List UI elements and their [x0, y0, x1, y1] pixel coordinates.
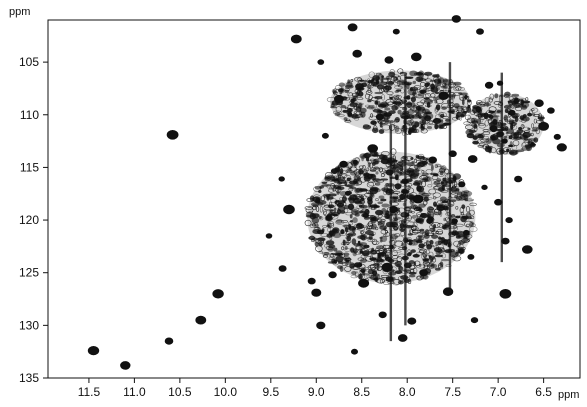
peak-point: [352, 49, 363, 58]
peak-point: [547, 107, 555, 114]
peak-point: [212, 289, 224, 299]
peak-point: [317, 59, 325, 65]
x-tick-label: 7.0: [490, 385, 507, 399]
peak-point: [265, 233, 273, 239]
peak-point: [290, 34, 302, 44]
peak-point: [514, 175, 523, 183]
x-axis: 11.5 11.0 10.5 10.0 9.5 9.0 8.5 8.0 7.5 7.0 6.5: [78, 378, 552, 399]
peak-point: [467, 155, 478, 163]
peak-point: [501, 237, 510, 245]
peak-point: [470, 317, 479, 324]
peak-point: [419, 269, 429, 277]
peak-point: [392, 28, 400, 35]
x-tick-label: 6.5: [535, 385, 552, 399]
peak-point: [451, 15, 461, 23]
peak-point: [458, 181, 466, 188]
peak-point: [410, 52, 422, 62]
peak-point: [166, 130, 179, 140]
dense-peak-regions: [304, 68, 545, 286]
peak-point: [195, 315, 207, 325]
peak-point: [384, 56, 394, 64]
y-axis-unit-label: ppm: [9, 6, 30, 18]
plot-frame: [47, 19, 581, 379]
peak-point: [311, 288, 322, 297]
peak-point: [501, 138, 508, 144]
peak-point: [538, 121, 549, 131]
peak-layer: [87, 15, 567, 370]
x-axis-unit-label: ppm: [558, 389, 579, 401]
y-tick-label: 120: [19, 213, 39, 227]
peak-point: [494, 198, 503, 206]
y-tick-label: 110: [20, 108, 39, 122]
peak-point: [283, 204, 295, 215]
peak-point: [553, 133, 561, 140]
peak-point: [438, 91, 449, 100]
peak-point: [347, 23, 358, 32]
peak-point: [278, 176, 285, 182]
peak-point: [87, 345, 100, 356]
peak-point: [442, 287, 454, 297]
peak-point: [389, 205, 398, 214]
peak-point: [451, 218, 458, 224]
peak-point: [412, 194, 424, 204]
peak-point: [505, 217, 513, 224]
dense-region-1: [304, 148, 478, 286]
peak-point: [462, 229, 470, 236]
x-tick-label: 7.5: [444, 385, 461, 399]
peak-point: [316, 321, 326, 330]
x-tick-label: 11.0: [123, 385, 146, 399]
peak-point: [367, 144, 379, 153]
peak-point: [381, 262, 393, 272]
peak-point: [481, 184, 488, 190]
peak-point: [467, 253, 475, 260]
peak-point: [378, 311, 387, 319]
peak-point: [521, 245, 533, 254]
x-tick-label: 9.5: [262, 385, 279, 399]
peak-point: [397, 334, 408, 342]
peak-point: [448, 150, 457, 158]
peak-point: [120, 361, 131, 370]
peak-point: [407, 317, 417, 325]
peak-point: [358, 278, 370, 288]
peak-point: [350, 348, 358, 355]
peak-point: [375, 113, 384, 121]
peak-point: [321, 132, 329, 139]
peak-point: [496, 80, 504, 86]
y-tick-label: 135: [19, 371, 39, 385]
x-tick-label: 10.0: [214, 385, 238, 399]
x-tick-label: 10.5: [168, 385, 192, 399]
peak-point: [339, 160, 348, 168]
x-tick-label: 8.5: [353, 385, 370, 399]
peak-point: [534, 99, 544, 107]
x-tick-label: 9.0: [308, 385, 325, 399]
y-axis: 105 110 115 120 125 130 135: [19, 55, 48, 385]
y-tick-label: 105: [19, 55, 39, 69]
peak-point: [476, 28, 484, 35]
x-tick-label: 11.5: [78, 385, 101, 399]
peak-point: [499, 288, 512, 299]
peak-streaks: [389, 62, 503, 342]
y-tick-label: 115: [20, 160, 39, 174]
peak-point: [278, 265, 287, 272]
x-tick-label: 8.0: [399, 385, 416, 399]
y-tick-label: 125: [19, 266, 39, 280]
y-tick-label: 130: [19, 318, 39, 332]
peak-point: [508, 109, 516, 116]
peak-point: [333, 94, 344, 104]
peak-point: [307, 277, 316, 285]
peak-point: [428, 156, 438, 164]
peak-point: [328, 271, 337, 279]
peak-point: [489, 125, 498, 132]
peak-point: [484, 81, 494, 89]
peak-point: [164, 337, 174, 345]
peak-point: [556, 143, 567, 152]
dense-region-2: [326, 68, 472, 136]
dense-region-3: [463, 91, 545, 156]
